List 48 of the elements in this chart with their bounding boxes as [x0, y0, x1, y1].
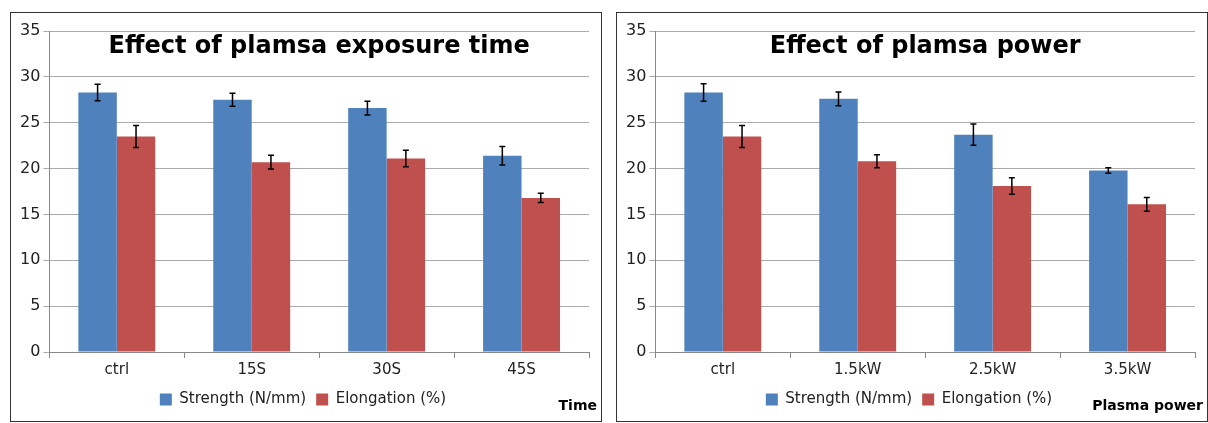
legend-label: Strength (N/mm) — [179, 389, 307, 408]
y-tick-label: 15 — [20, 203, 41, 223]
bar — [386, 158, 426, 352]
chart-title: Effect of plamsa power — [769, 31, 1081, 60]
y-tick-label: 30 — [20, 66, 41, 86]
y-tick-label: 0 — [636, 341, 647, 361]
bar — [954, 134, 993, 352]
bar — [348, 108, 387, 352]
bar — [1127, 204, 1166, 352]
legend-label: Elongation (%) — [941, 389, 1053, 408]
bar — [78, 92, 117, 352]
x-tick-label: 2.5kW — [968, 359, 1017, 378]
x-tick-label: 30S — [372, 359, 401, 378]
y-tick-label: 10 — [626, 249, 647, 269]
y-tick-label: 20 — [20, 157, 41, 177]
x-tick-label: ctrl — [104, 359, 130, 378]
legend-label: Elongation (%) — [335, 389, 447, 408]
chart-title: Effect of plamsa exposure time — [108, 31, 530, 60]
y-tick-label: 30 — [626, 66, 647, 86]
bar — [483, 155, 522, 352]
bar — [213, 99, 252, 352]
x-axis-title: Time — [558, 396, 597, 413]
x-tick-label: 45S — [507, 359, 536, 378]
y-tick-label: 15 — [626, 203, 647, 223]
x-tick-label: 3.5kW — [1103, 359, 1152, 378]
x-tick-label: 1.5kW — [834, 359, 882, 378]
bar — [992, 186, 1032, 352]
y-tick-label: 35 — [626, 20, 647, 40]
bar — [722, 136, 762, 352]
bar — [251, 162, 291, 352]
x-axis-title: Plasma power — [1092, 396, 1204, 413]
y-tick-label: 5 — [30, 295, 41, 315]
bar — [116, 136, 156, 352]
bar — [521, 197, 560, 352]
y-tick-label: 20 — [626, 157, 647, 177]
y-tick-label: 10 — [20, 249, 41, 269]
bar — [819, 98, 858, 352]
y-tick-label: 25 — [20, 111, 41, 131]
legend-label: Strength (N/mm) — [785, 389, 913, 408]
y-tick-label: 25 — [626, 111, 647, 131]
y-tick-label: 0 — [30, 341, 41, 361]
bar — [1089, 170, 1128, 352]
x-tick-label: 15S — [237, 359, 267, 378]
bar — [857, 161, 897, 352]
y-tick-label: 35 — [20, 20, 41, 40]
bar — [684, 92, 723, 352]
x-tick-label: ctrl — [710, 359, 736, 378]
y-tick-label: 5 — [636, 295, 647, 315]
